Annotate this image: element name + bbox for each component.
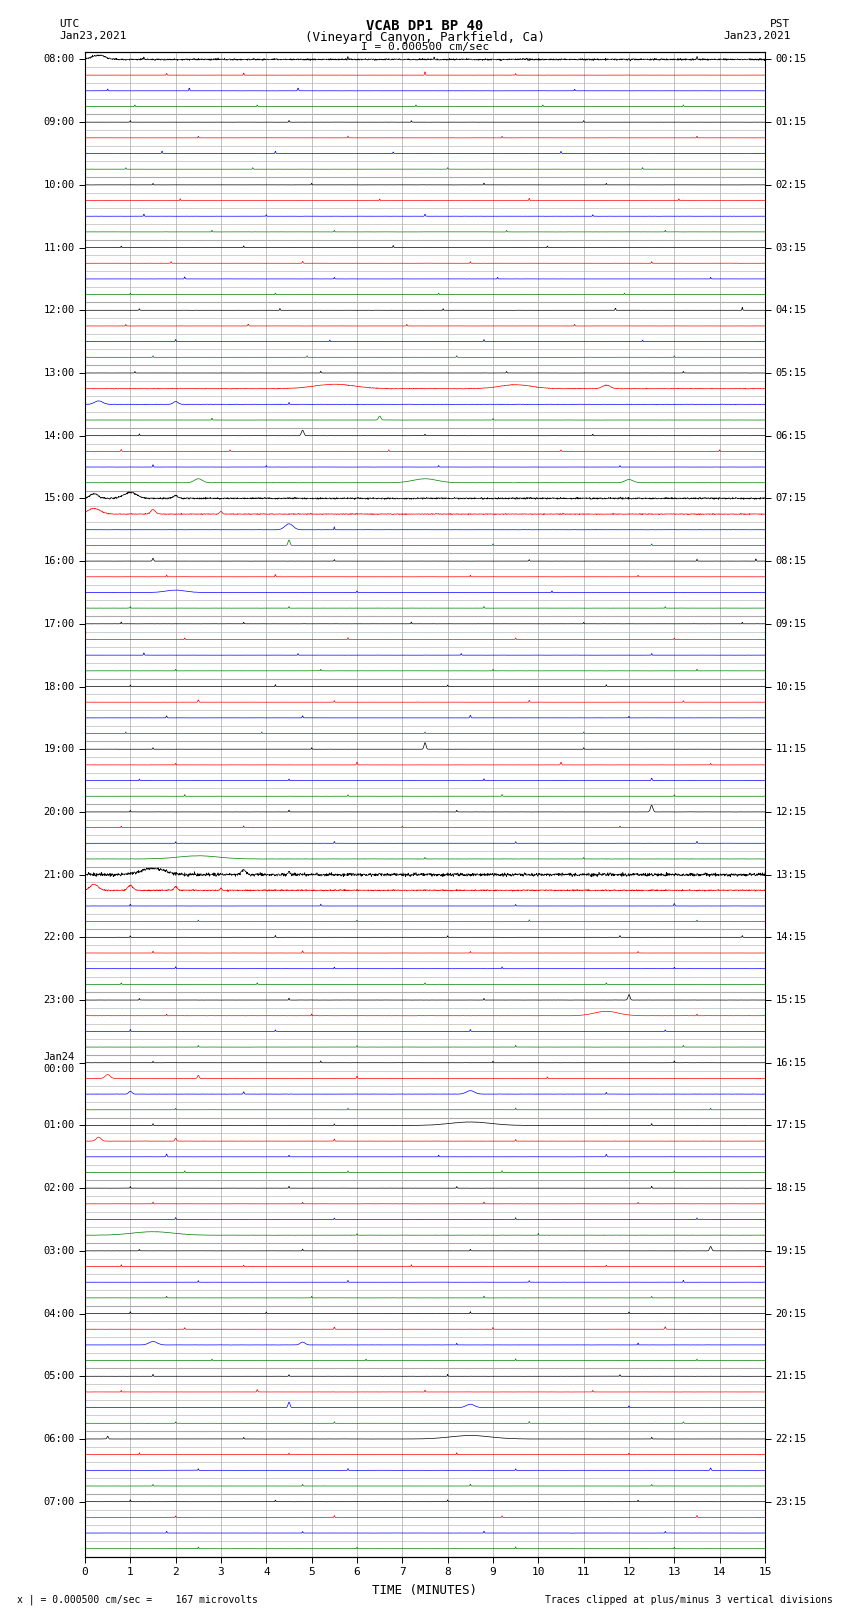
Text: PST: PST — [770, 19, 790, 29]
Text: x | = 0.000500 cm/sec =    167 microvolts: x | = 0.000500 cm/sec = 167 microvolts — [17, 1594, 258, 1605]
Text: Traces clipped at plus/minus 3 vertical divisions: Traces clipped at plus/minus 3 vertical … — [545, 1595, 833, 1605]
Text: I = 0.000500 cm/sec: I = 0.000500 cm/sec — [361, 42, 489, 52]
Text: Jan23,2021: Jan23,2021 — [723, 31, 791, 40]
Text: Jan23,2021: Jan23,2021 — [60, 31, 127, 40]
X-axis label: TIME (MINUTES): TIME (MINUTES) — [372, 1584, 478, 1597]
Text: (Vineyard Canyon, Parkfield, Ca): (Vineyard Canyon, Parkfield, Ca) — [305, 31, 545, 44]
Text: UTC: UTC — [60, 19, 80, 29]
Text: VCAB DP1 BP 40: VCAB DP1 BP 40 — [366, 19, 484, 34]
